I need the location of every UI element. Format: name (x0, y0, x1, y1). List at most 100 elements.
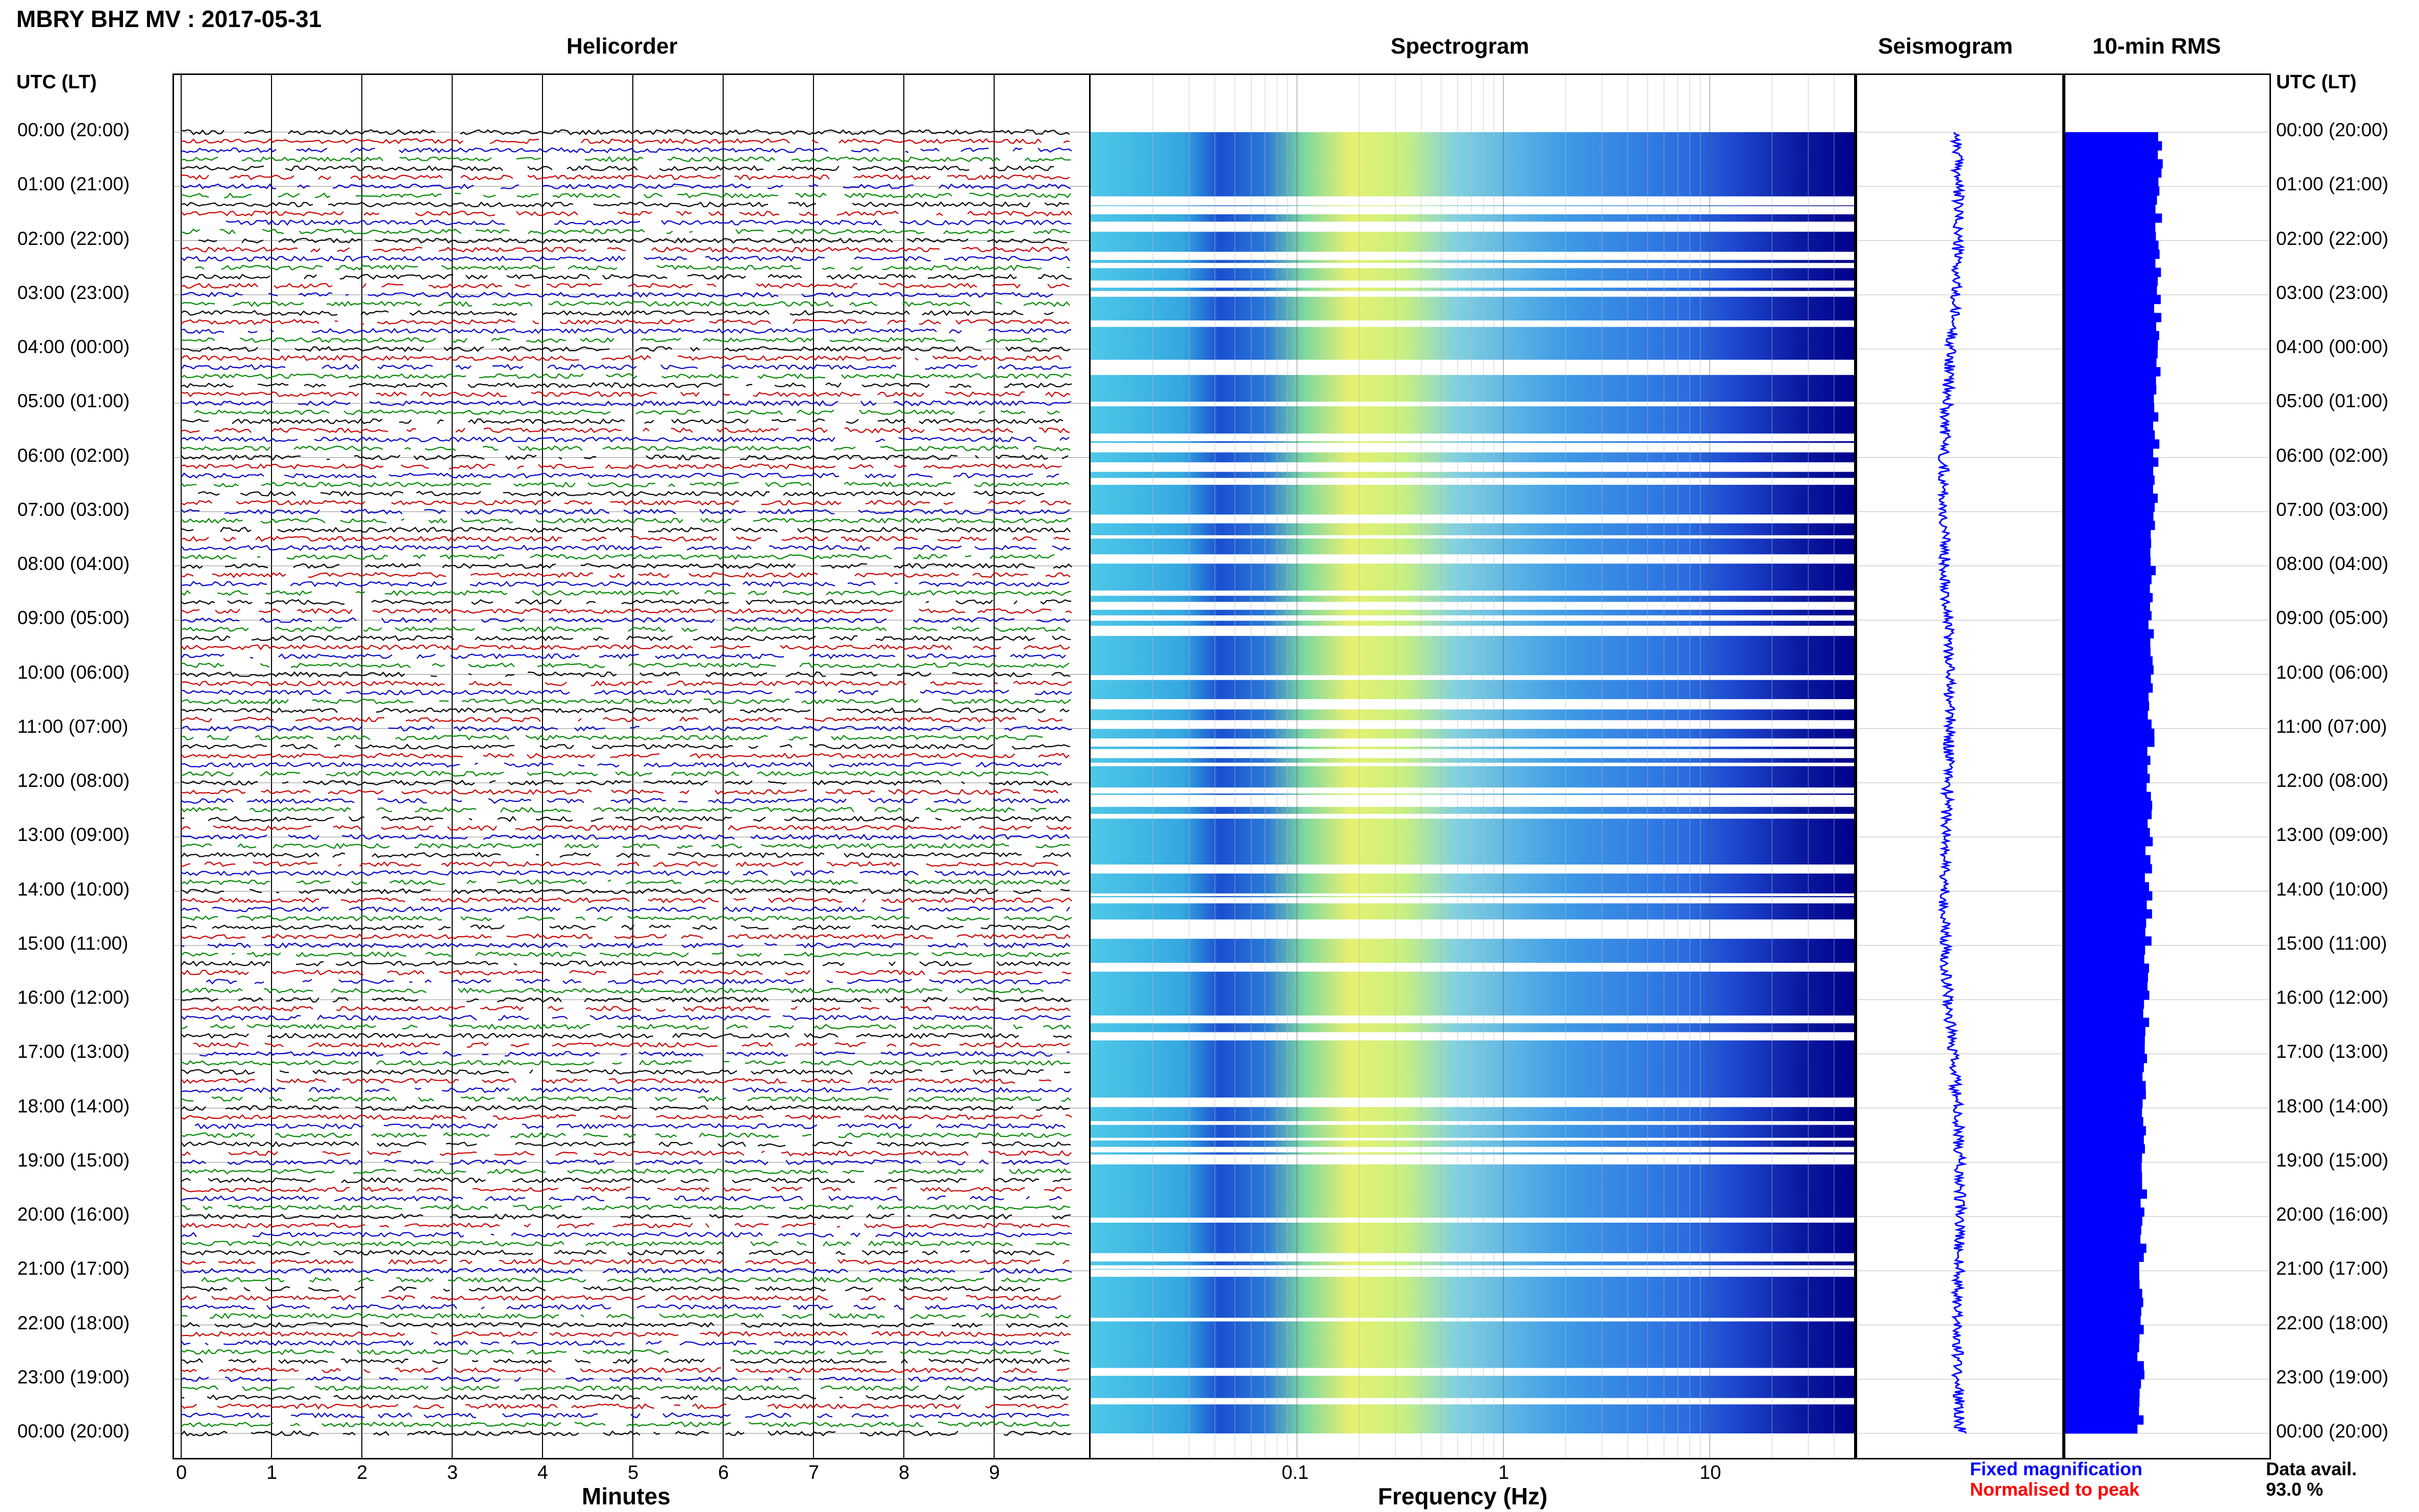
spectrogram-gap (1091, 1270, 1854, 1277)
rms-bar (2065, 1018, 2150, 1027)
rms-bar (2065, 277, 2158, 286)
helicorder-trace (181, 960, 1071, 967)
spectrogram-gap (1091, 478, 1854, 485)
right-time-label: 16:00 (12:00) (2276, 987, 2389, 1008)
rms-bar (2065, 593, 2153, 603)
spectrogram-gap (1091, 221, 1854, 232)
helicorder-trace (181, 301, 1070, 307)
helicorder-trace (181, 716, 1063, 723)
rms-bar (2065, 1035, 2145, 1045)
rms-bar (2065, 385, 2157, 394)
rms-bar (2065, 1000, 2144, 1009)
spectrogram-gap (1091, 893, 1854, 896)
right-time-label: 10:00 (06:00) (2276, 661, 2389, 683)
helicorder-trace (181, 798, 1070, 804)
rms-bar (2065, 647, 2151, 657)
helicorder-x-title: Minutes (582, 1483, 671, 1509)
right-time-label: 08:00 (04:00) (2276, 553, 2389, 574)
spectrogram-gap (1091, 726, 1854, 729)
helicorder-trace (181, 1069, 1071, 1075)
spectrogram-gap (1091, 442, 1854, 453)
helicorder-trace (181, 291, 1053, 298)
spectrogram-gap (1091, 402, 1854, 406)
helicorder-trace (181, 1141, 1071, 1148)
rms-bar (2065, 737, 2155, 747)
rms-bar (2065, 1189, 2147, 1199)
helicorder-header: Helicorder (566, 34, 678, 59)
helicorder-trace (181, 599, 1072, 605)
rms-bar (2065, 783, 2147, 792)
helicorder-trace (181, 1186, 1072, 1193)
helicorder-trace (181, 391, 1071, 398)
helicorder-trace (181, 1285, 1041, 1292)
legend-fixed: Fixed magnification (1970, 1458, 2143, 1479)
helicorder-trace (181, 1403, 1069, 1410)
spectrogram-image (1091, 75, 1854, 1458)
rms-bar (2065, 1280, 2140, 1290)
left-time-label: 05:00 (01:00) (17, 390, 130, 412)
rms-bar (2065, 909, 2152, 919)
rms-bar (2065, 810, 2152, 820)
rms-bar (2065, 638, 2151, 648)
spectrogram-x-tick: 10 (1699, 1462, 1721, 1483)
rms-bar (2065, 584, 2150, 593)
spectrogram-gap (1091, 1098, 1854, 1107)
spectrogram-band (1091, 132, 1854, 1433)
rms-bar (2065, 1343, 2139, 1353)
rms-bar (2065, 819, 2148, 828)
rms-bar (2065, 1406, 2139, 1416)
rms-bar (2065, 1054, 2147, 1063)
left-time-label: 22:00 (18:00) (17, 1312, 130, 1333)
rms-bar (2065, 1090, 2146, 1100)
helicorder-trace (181, 590, 1072, 597)
left-time-label: 03:00 (23:00) (17, 282, 130, 303)
rms-bar (2065, 1415, 2144, 1425)
rms-bar (2065, 141, 2162, 151)
helicorder-trace (181, 165, 1054, 171)
rms-bar (2065, 1217, 2142, 1226)
spectrogram-gap (1091, 263, 1854, 268)
rms-bar (2065, 331, 2159, 340)
helicorder-trace (193, 1042, 1070, 1048)
helicorder-trace (181, 1430, 1072, 1436)
helicorder-trace (181, 707, 1070, 714)
rms-bar (2065, 430, 2155, 440)
seismogram-trace (1857, 132, 2062, 1434)
helicorder-trace (181, 192, 1071, 199)
spectrogram-gap (1091, 962, 1854, 972)
rms-bar (2065, 1288, 2142, 1298)
rms-bar (2065, 891, 2153, 901)
rms-bar (2065, 791, 2151, 801)
rms-bar (2065, 1361, 2144, 1371)
left-time-label: 11:00 (07:00) (17, 715, 129, 737)
helicorder-trace (181, 1078, 1052, 1084)
helicorder-x-tick: 9 (989, 1462, 1000, 1483)
right-time-label: 06:00 (02:00) (2276, 444, 2389, 466)
helicorder-trace (181, 373, 1072, 380)
rms-bar (2065, 538, 2152, 549)
left-time-label: 16:00 (12:00) (17, 987, 130, 1008)
spectrogram-gap (1091, 1032, 1854, 1040)
left-time-label: 19:00 (15:00) (17, 1149, 130, 1171)
spectrogram-gap (1091, 280, 1854, 288)
helicorder-trace (181, 617, 1071, 624)
helicorder-trace (181, 788, 1058, 795)
right-time-label: 00:00 (20:00) (2276, 119, 2389, 140)
rms-bar (2065, 548, 2151, 557)
rms-bar (2065, 720, 2152, 729)
rms-bar (2065, 475, 2155, 485)
page-title: MBRY BHZ MV : 2017-05-31 (16, 6, 322, 32)
rms-bar (2065, 1424, 2138, 1434)
spectrogram-gap (1091, 602, 1854, 605)
left-time-label: 14:00 (10:00) (17, 878, 130, 900)
rms-bar (2065, 403, 2155, 413)
helicorder-trace (181, 364, 1072, 370)
helicorder-traces (174, 75, 1091, 1458)
helicorder-trace (181, 698, 1071, 705)
spectrogram-gap (1091, 795, 1854, 803)
helicorder-trace (181, 147, 1072, 154)
left-time-label: 02:00 (22:00) (17, 228, 130, 249)
helicorder-trace (181, 1358, 1070, 1365)
rms-bar (2065, 557, 2151, 566)
right-time-label: 00:00 (20:00) (2276, 1421, 2389, 1442)
